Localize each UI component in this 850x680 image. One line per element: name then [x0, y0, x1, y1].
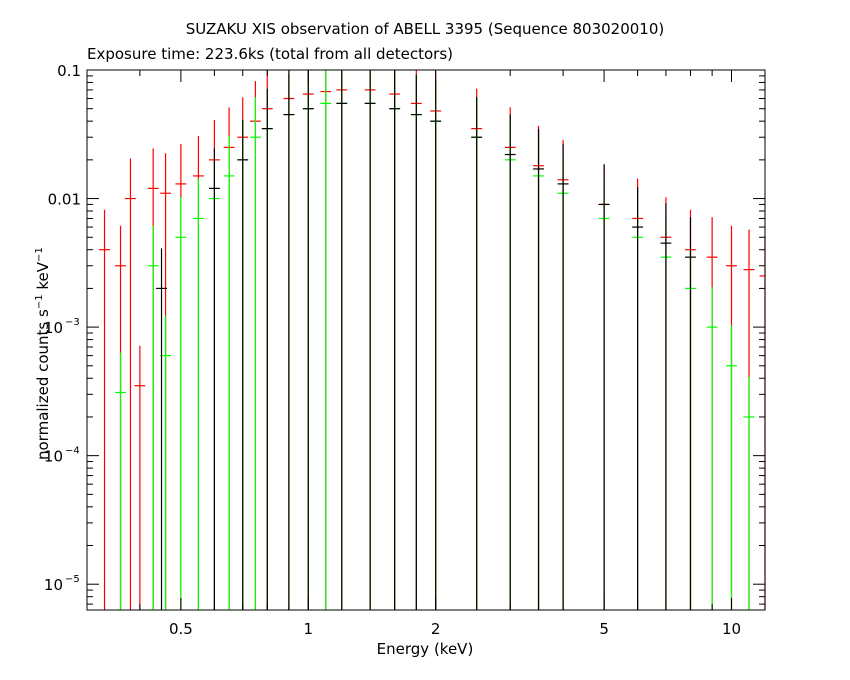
x-tick-label: 10: [722, 620, 741, 638]
x-axis-label: Energy (keV): [376, 640, 474, 658]
y-tick-label-exponent: −4: [65, 446, 80, 457]
y-axis-label-exp2: −1: [34, 247, 45, 262]
y-tick-label: 10: [44, 319, 63, 337]
chart-subtitle: Exposure time: 223.6ks (total from all d…: [87, 45, 454, 63]
x-tick-label: 1: [304, 620, 314, 638]
y-axis-label: normalized counts s−1 keV−1: [34, 247, 52, 460]
series-1: [115, 70, 755, 610]
y-tick-label-exponent: −3: [65, 317, 80, 328]
plot-frame: [86, 69, 766, 611]
y-tick-label: 10: [44, 448, 63, 466]
chart-title: SUZAKU XIS observation of ABELL 3395 (Se…: [185, 20, 665, 38]
y-tick-label: 0.1: [57, 62, 81, 80]
y-axis-label-prefix: normalized counts s: [34, 309, 52, 460]
series-2: [156, 70, 696, 610]
y-axis-label-exp1: −1: [34, 294, 45, 310]
data-series-layer: [99, 70, 766, 610]
y-tick-label: 10: [44, 576, 63, 594]
y-axis-label-mid: keV: [34, 261, 52, 295]
y-tick-label: 0.01: [48, 191, 81, 209]
x-tick-label: 0.5: [169, 620, 193, 638]
x-tick-label: 2: [431, 620, 441, 638]
y-tick-label-exponent: −5: [65, 574, 80, 585]
x-tick-label: 5: [599, 620, 609, 638]
